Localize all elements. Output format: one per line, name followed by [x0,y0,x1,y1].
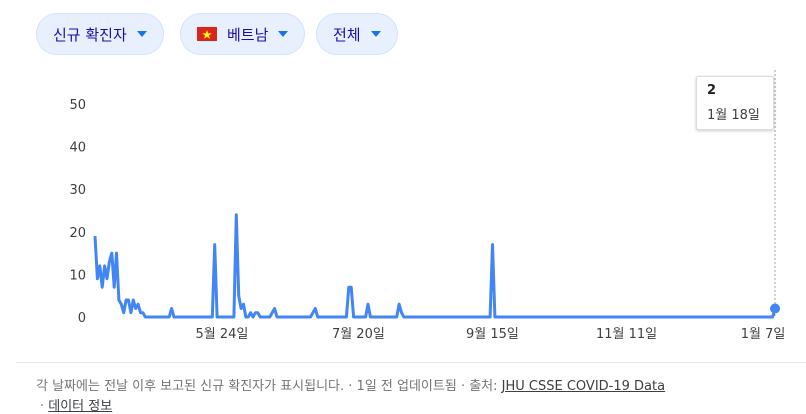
y-axis: 0 10 20 30 40 50 [69,98,86,326]
metric-filter-label: 신규 확진자 [53,25,127,44]
y-tick-label: 40 [69,141,86,156]
chevron-down-icon [278,31,289,37]
x-tick-label: 11월 11일 [596,327,657,342]
separator-dot: · [40,399,49,414]
chevron-down-icon [136,31,147,37]
y-tick-label: 30 [69,183,86,198]
footer-line-1: 각 날짜에는 전날 이후 보고된 신규 확진자가 표시됩니다. · 1일 전 업… [36,375,665,394]
x-axis: 5월 24일 7월 20일 9월 15일 11월 11일 1월 7일 [195,327,785,342]
country-filter-chip[interactable]: 베트남 [180,13,306,55]
hover-data-point [770,303,780,314]
new-cases-line-chart[interactable]: 0 10 20 30 40 50 5월 24일 7월 20일 9월 15일 11월 11일 1월 … [0,60,806,360]
source-link[interactable]: JHU CSSE COVID-19 Data [501,379,666,394]
x-tick-label: 5월 24일 [195,327,248,342]
chart-footer: 각 날짜에는 전날 이후 보고된 신규 확진자가 표시됩니다. · 1일 전 업… [16,362,806,414]
footer-line-2: · 데이터 정보 [40,395,112,414]
metric-filter-chip[interactable]: 신규 확진자 [36,13,164,55]
x-tick-label: 7월 20일 [332,327,385,342]
vietnam-flag-icon [197,27,217,41]
tooltip-date: 1월 18일 [707,108,760,123]
range-filter-chip[interactable]: 전체 [316,13,398,55]
country-filter-label: 베트남 [227,25,269,44]
separator-dot: · [348,379,357,394]
range-filter-label: 전체 [333,25,361,44]
flag-star [202,30,212,39]
y-tick-label: 20 [69,226,86,241]
x-tick-label: 1월 7일 [741,327,786,342]
y-tick-label: 50 [69,98,86,113]
chevron-down-icon [370,31,381,37]
y-tick-label: 0 [78,311,86,326]
x-tick-label: 9월 15일 [466,327,519,342]
y-tick-label: 10 [69,268,86,283]
data-info-link[interactable]: 데이터 정보 [48,399,113,414]
footer-updated: 1일 전 업데이트됨 [356,379,457,394]
footer-note: 각 날짜에는 전날 이후 보고된 신규 확진자가 표시됩니다. [36,379,345,394]
series-line-new-cases [93,213,777,319]
footer-source-prefix: 출처: [469,379,498,394]
separator-dot: · [460,379,470,394]
data-tooltip: 2 1월 18일 [696,76,774,130]
tooltip-value: 2 [707,83,717,98]
